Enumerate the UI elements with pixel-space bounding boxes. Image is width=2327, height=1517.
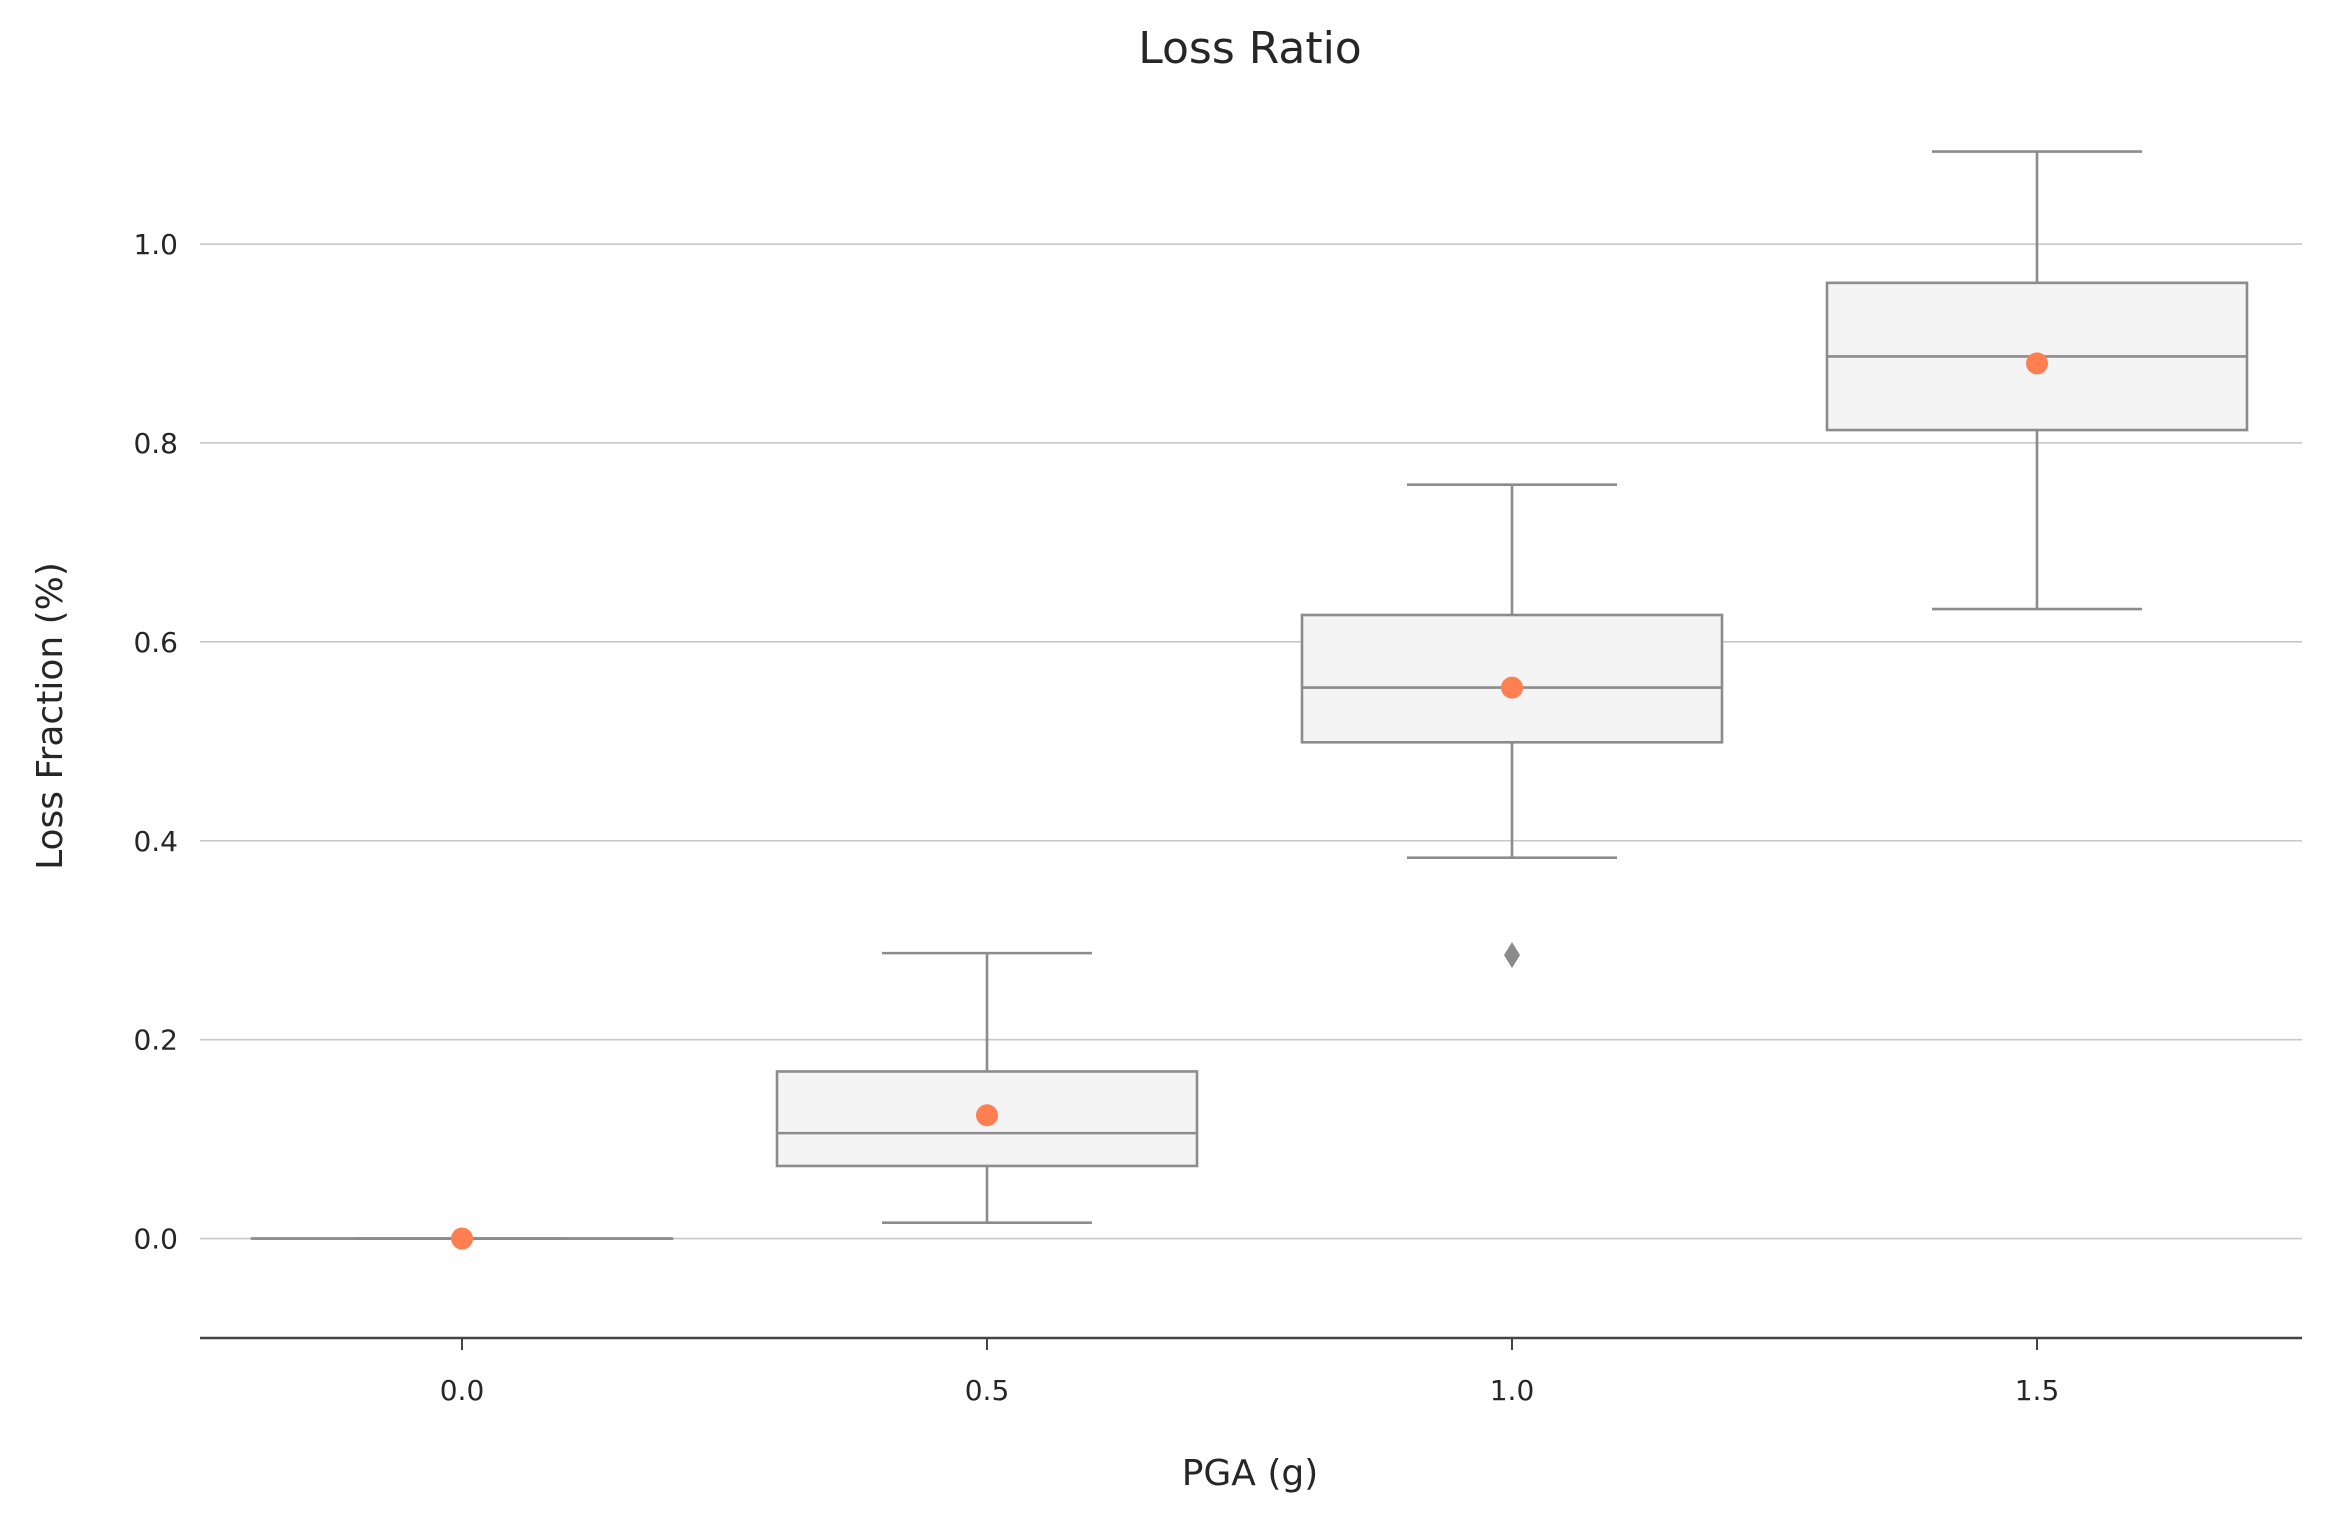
y-tick-label: 0.6 — [133, 626, 178, 659]
x-axis-label: PGA (g) — [1182, 1453, 1319, 1494]
y-tick-label: 0.4 — [133, 825, 178, 858]
x-ticks: 0.0 0.5 1.0 1.5 — [440, 1338, 2060, 1407]
box-group — [1300, 483, 1724, 969]
x-tick-label: 1.5 — [2015, 1374, 2060, 1407]
outlier-point — [1504, 942, 1520, 969]
box-group — [775, 951, 1199, 1224]
x-tick-label: 0.5 — [965, 1374, 1010, 1407]
y-tick-label: 0.0 — [133, 1223, 178, 1256]
y-tick-label: 0.8 — [133, 427, 178, 460]
mean-point — [451, 1227, 473, 1250]
box-plots — [250, 150, 2249, 1250]
box-group — [1825, 150, 2249, 611]
mean-point — [976, 1104, 998, 1127]
y-axis-label: Loss Fraction (%) — [30, 562, 71, 870]
x-tick-label: 0.0 — [440, 1374, 485, 1407]
y-tick-labels: 0.0 0.2 0.4 0.6 0.8 1.0 — [133, 228, 178, 1255]
y-tick-label: 1.0 — [133, 228, 178, 261]
chart-title: Loss Ratio — [1138, 23, 1361, 74]
y-tick-label: 0.2 — [133, 1024, 178, 1057]
x-tick-label: 1.0 — [1490, 1374, 1535, 1407]
mean-point — [2026, 352, 2048, 375]
mean-point — [1501, 676, 1523, 699]
box-group — [250, 1227, 674, 1250]
y-gridlines — [200, 243, 2302, 1240]
